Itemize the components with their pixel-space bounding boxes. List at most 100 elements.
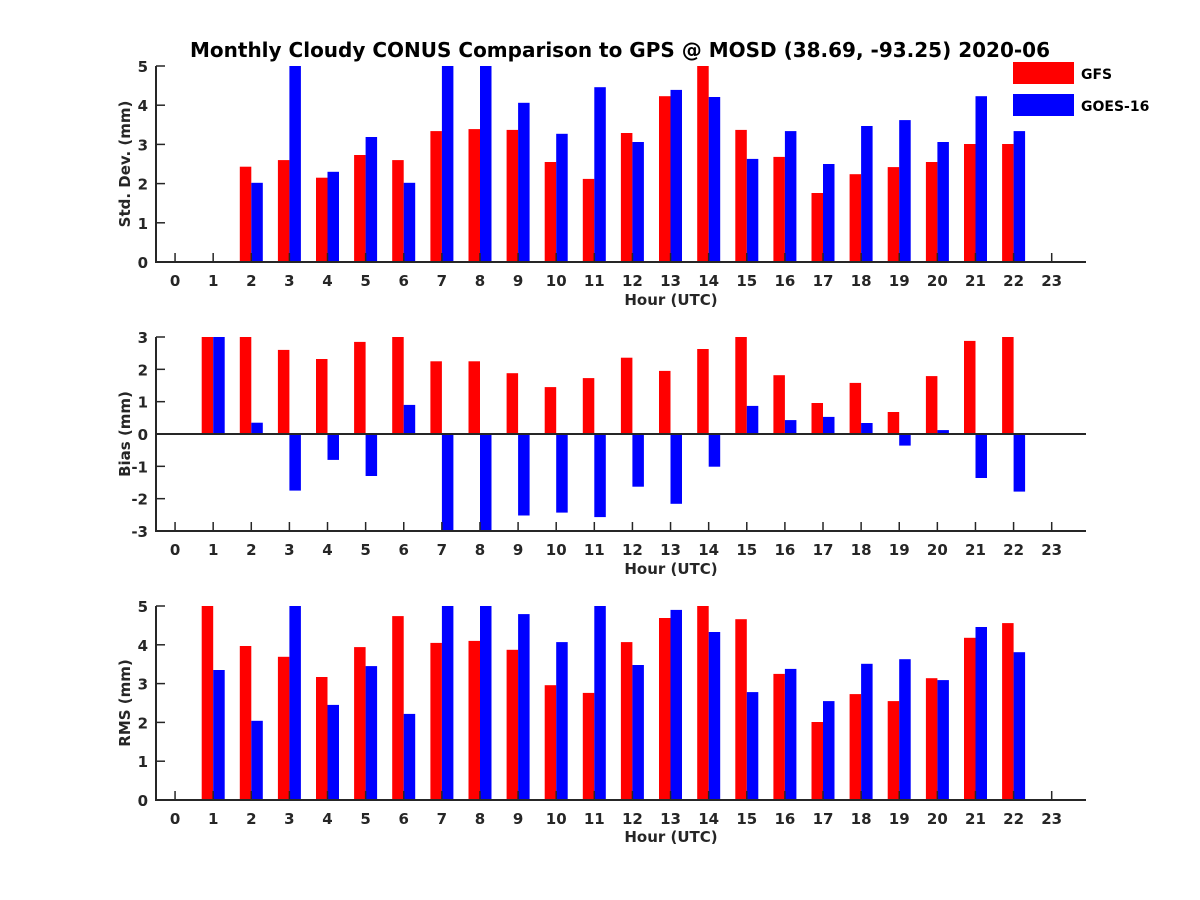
legend-swatch-goes16 [1013,94,1074,116]
y-tick-label: 4 [138,637,148,655]
bar-gfs-hour-15 [735,129,747,262]
bar-goes16-hour-5 [365,666,378,800]
x-tick-label: 3 [284,272,294,290]
bar-gfs-hour-3 [277,349,290,434]
bar-gfs-hour-20 [925,678,938,800]
bar-goes16-hour-1 [213,337,225,434]
bar-gfs-hour-5 [354,341,366,434]
bar-gfs-hour-13 [659,96,671,262]
bar-goes16-hour-6 [403,713,416,800]
bar-gfs-hour-6 [392,160,404,262]
y-tick-label: 1 [138,394,148,412]
bar-goes16-hour-7 [441,434,454,531]
bar-goes16-hour-20 [937,430,949,434]
bar-gfs-hour-4 [316,359,328,434]
bar-gfs-hour-21 [964,144,976,262]
x-tick-label: 17 [813,810,834,828]
bar-goes16-hour-19 [899,659,911,800]
x-tick-label: 17 [813,541,834,559]
x-tick-label: 23 [1041,810,1062,828]
bar-goes16-hour-16 [784,668,797,800]
x-tick-label: 19 [889,541,910,559]
x-tick-label: 5 [360,272,370,290]
x-tick-label: 10 [546,810,567,828]
bar-gfs-hour-3 [277,160,290,262]
x-tick-label: 3 [284,810,294,828]
bar-goes16-hour-17 [823,164,835,262]
bar-goes16-hour-3 [289,606,301,800]
y-tick-label: 5 [138,598,148,616]
bar-gfs-hour-8 [468,361,480,435]
bar-gfs-hour-22 [1002,144,1014,262]
x-tick-label: 3 [284,541,294,559]
bar-gfs-hour-2 [239,166,252,262]
x-tick-label: 20 [927,541,948,559]
bar-goes16-hour-14 [708,434,721,467]
bar-goes16-hour-4 [327,434,339,460]
bar-goes16-hour-8 [480,434,492,531]
bar-goes16-hour-1 [213,670,225,800]
bar-goes16-hour-7 [441,66,454,262]
bar-gfs-hour-1 [201,606,214,800]
bar-gfs-hour-2 [239,337,252,434]
x-tick-label: 7 [437,272,447,290]
bar-goes16-hour-2 [251,182,263,262]
x-tick-label: 21 [965,272,986,290]
bar-gfs-hour-12 [620,642,633,800]
bar-gfs-hour-10 [544,162,557,262]
bar-gfs-hour-7 [430,642,442,800]
bar-goes16-hour-14 [708,632,721,800]
bar-goes16-hour-12 [632,665,644,800]
bar-goes16-hour-15 [746,692,759,800]
bar-goes16-hour-19 [899,120,911,262]
bar-gfs-hour-15 [735,337,747,434]
x-tick-label: 12 [622,272,643,290]
y-tick-label: -2 [131,491,148,509]
bar-gfs-hour-8 [468,640,480,800]
y-tick-label: 2 [138,714,148,732]
bar-gfs-hour-21 [964,637,976,800]
x-axis-label: Hour (UTC) [624,291,717,309]
bar-goes16-hour-22 [1013,434,1026,492]
x-tick-label: 21 [965,541,986,559]
y-tick-label: 5 [138,58,148,76]
chart-title: Monthly Cloudy CONUS Comparison to GPS @… [190,38,1050,62]
x-tick-label: 11 [584,272,605,290]
bar-gfs-hour-9 [506,373,519,434]
bar-goes16-hour-6 [403,182,416,262]
x-tick-label: 4 [322,810,332,828]
bar-goes16-hour-6 [403,404,416,434]
legend-label-goes16: GOES-16 [1081,99,1149,115]
x-tick-label: 18 [851,272,872,290]
bar-goes16-hour-15 [746,158,759,262]
bar-gfs-hour-9 [506,649,519,800]
legend-swatch-gfs [1013,62,1074,84]
y-tick-label: 3 [138,329,148,347]
panel-rms: 0 1 2 3 4 5 6 7 8 9 10 11 12 13 14 15 16 17 18 19 20 21 22 2301… [116,598,1086,846]
x-tick-label: 22 [1003,272,1024,290]
bar-goes16-hour-8 [480,66,492,262]
panel-bias: 0 1 2 3 4 5 6 7 8 9 10 11 12 13 14 15 16 17 18 19 20 21 22 23-3… [116,329,1086,578]
x-tick-label: 23 [1041,541,1062,559]
bar-goes16-hour-16 [784,420,797,434]
bar-gfs-hour-5 [354,647,366,800]
bar-gfs-hour-22 [1002,337,1014,434]
bar-gfs-hour-10 [544,685,557,800]
bar-gfs-hour-19 [887,701,900,800]
x-tick-label: 4 [322,272,332,290]
bar-goes16-hour-10 [556,434,568,513]
bar-gfs-hour-21 [964,340,976,434]
bar-goes16-hour-12 [632,142,644,262]
bar-goes16-hour-7 [441,606,454,800]
bar-goes16-hour-3 [289,66,301,262]
bar-goes16-hour-21 [975,434,987,478]
bar-gfs-hour-19 [887,167,900,262]
bar-goes16-hour-12 [632,434,644,487]
bar-gfs-hour-22 [1002,623,1014,800]
bar-goes16-hour-5 [365,137,378,262]
x-tick-label: 9 [513,541,523,559]
x-tick-label: 5 [360,541,370,559]
bar-goes16-hour-9 [518,434,530,516]
x-tick-label: 9 [513,810,523,828]
x-tick-label: 10 [546,272,567,290]
